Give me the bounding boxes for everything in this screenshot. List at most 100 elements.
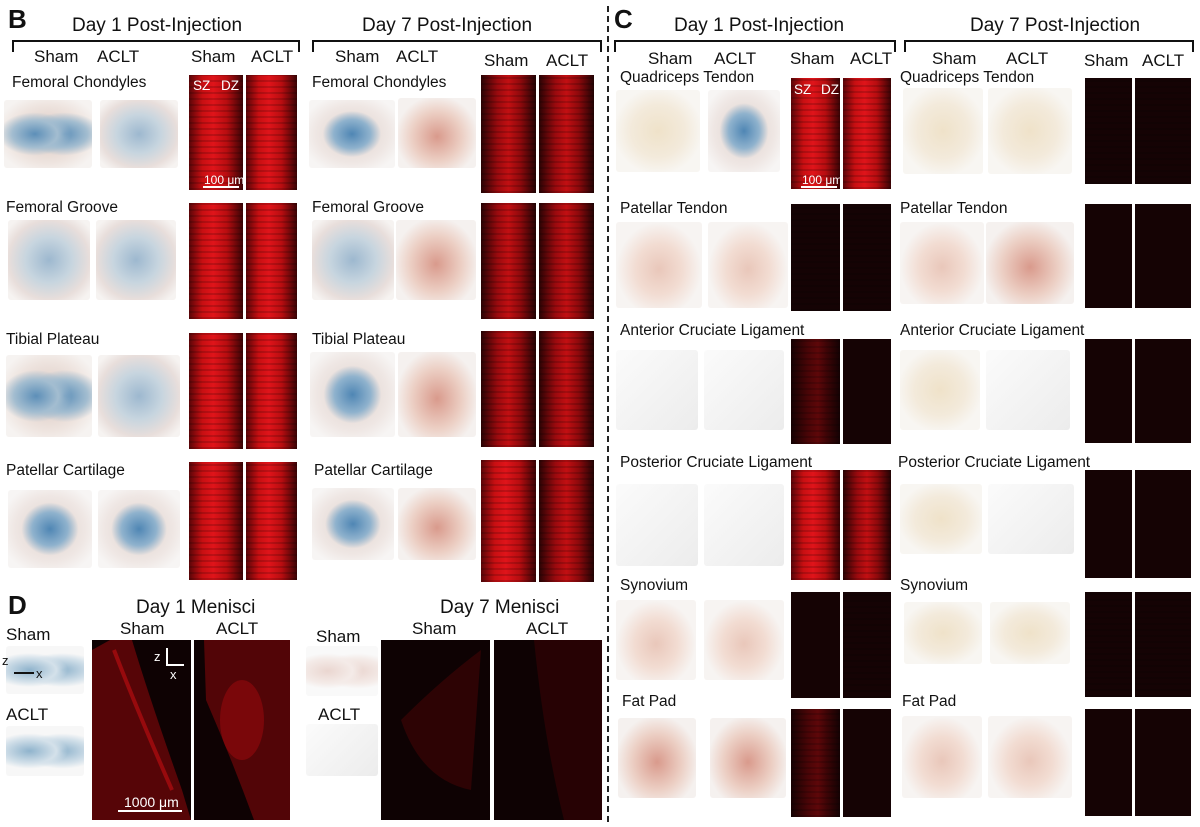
c-d1-aclt-photo — [704, 350, 784, 430]
c-day1-bracket — [614, 40, 896, 52]
d-d1-aclt-meniscus-shape — [204, 640, 290, 820]
c-d7-row-label: Quadriceps Tendon — [900, 69, 1035, 86]
d-axis-arrow-small — [14, 672, 34, 674]
panel-divider — [607, 6, 609, 822]
c-d1-sham-photo — [616, 222, 702, 308]
c-d7-aclt-fluor — [1135, 339, 1191, 443]
c-d1-aclt-fluor — [843, 204, 891, 311]
c-d1-sham-photo — [616, 484, 698, 566]
c-d7-aclt-photo — [986, 222, 1074, 304]
c-d7-aclt-fl-label: ACLT — [1142, 51, 1185, 70]
c-d7-sham-photo — [902, 716, 982, 798]
c-d7-row-label: Anterior Cruciate Ligament — [900, 322, 1085, 339]
d-d1-sham-meniscus — [92, 640, 191, 820]
c-d1-row-label: Fat Pad — [622, 693, 677, 710]
d-axis-x-small: x — [36, 666, 43, 681]
c-d1-sham-fl-label: Sham — [790, 49, 835, 68]
b-d7-sham-photo — [309, 100, 395, 168]
b-d1-sham-fl-label: Sham — [191, 47, 236, 66]
b-d7-sham-photo — [312, 488, 394, 560]
b-d7-row-label: Patellar Cartilage — [314, 462, 433, 479]
b-d1-sham-fluor — [189, 75, 243, 190]
b-scale-label: 100 μm — [204, 173, 245, 187]
c-d1-sham-fluor — [791, 592, 840, 698]
b-d7-aclt-fluor — [539, 331, 594, 447]
b-d7-aclt-label: ACLT — [396, 47, 439, 66]
b-d7-aclt-photo — [398, 98, 476, 168]
c-d7-sham-photo — [900, 484, 982, 554]
c-d7-aclt-fluor — [1135, 78, 1191, 184]
b-d1-aclt-fl-label: ACLT — [251, 47, 294, 66]
b-d1-row-label: Patellar Cartilage — [6, 462, 125, 479]
b-d1-aclt-photo — [98, 355, 180, 437]
d-day1-header: Day 1 Menisci — [136, 597, 256, 618]
b-d7-sham-photo — [312, 220, 394, 300]
c-d7-row-label: Patellar Tendon — [900, 200, 1008, 217]
c-d7-aclt-photo — [988, 484, 1074, 554]
b-d1-row-label: Tibial Plateau — [6, 331, 100, 348]
c-dz-label: DZ — [821, 82, 839, 97]
c-d1-aclt-fluor — [843, 78, 891, 189]
b-d7-row-label: Tibial Plateau — [312, 331, 406, 348]
d-scale-bar — [118, 810, 182, 812]
c-d1-sham-fluor — [791, 339, 840, 444]
c-day7-bracket — [904, 40, 1194, 52]
d-d7-sham-label: Sham — [316, 627, 361, 646]
c-d1-aclt-photo — [708, 90, 780, 172]
b-d1-row-label: Femoral Chondyles — [12, 74, 147, 91]
c-d1-aclt-photo — [708, 222, 788, 308]
b-d1-aclt-photo — [96, 220, 176, 300]
c-day7-header: Day 7 Post-Injection — [970, 15, 1141, 36]
c-d7-sham-fluor — [1085, 470, 1132, 578]
d-d1-aclt-photo — [6, 726, 84, 776]
b-d1-aclt-label: ACLT — [97, 47, 140, 66]
b-d1-aclt-photo — [100, 100, 178, 168]
c-d1-sham-label: Sham — [648, 49, 693, 68]
d-d7-sham-photo — [306, 646, 378, 696]
d-d7-aclt-label: ACLT — [318, 705, 361, 724]
c-d7-sham-fluor — [1085, 339, 1132, 443]
c-d1-aclt-fl-label: ACLT — [850, 49, 893, 68]
b-d1-aclt-fluor — [246, 203, 297, 319]
d-d1-aclt-meniscus — [194, 640, 290, 820]
c-d1-row-label: Quadriceps Tendon — [620, 69, 755, 86]
d-d7-aclt-meniscus-shape — [534, 640, 602, 820]
b-day1-bracket — [12, 40, 300, 52]
panel-letter-c: C — [614, 4, 633, 34]
d-d7-aclt-meniscus — [494, 640, 602, 820]
c-d1-sham-fluor — [791, 709, 840, 817]
c-d7-aclt-photo — [988, 716, 1072, 798]
d-d1-aclt-col-label: ACLT — [216, 619, 259, 638]
b-d1-sham-fluor — [189, 333, 243, 449]
d-d1-sham-photo — [6, 646, 84, 694]
c-d7-sham-photo — [904, 602, 982, 664]
b-d7-aclt-fluor — [539, 460, 594, 582]
b-d1-aclt-fluor — [246, 462, 297, 580]
d-axis-z-small: z — [2, 653, 9, 668]
b-day7-header: Day 7 Post-Injection — [362, 15, 533, 36]
b-d1-aclt-fluor — [246, 333, 297, 449]
c-d7-row-label: Synovium — [900, 577, 969, 594]
c-d1-row-label: Anterior Cruciate Ligament — [620, 322, 805, 339]
b-d1-sham-photo — [4, 100, 92, 168]
d-d7-aclt-col-label: ACLT — [526, 619, 569, 638]
c-d1-aclt-label: ACLT — [714, 49, 757, 68]
c-d7-sham-photo — [900, 222, 984, 304]
b-d1-sham-label: Sham — [34, 47, 79, 66]
d-d1-aclt-label: ACLT — [6, 705, 49, 724]
c-d1-row-label: Patellar Tendon — [620, 200, 728, 217]
b-d7-row-label: Femoral Chondyles — [312, 74, 447, 91]
c-scale-bar — [801, 186, 837, 188]
b-d1-aclt-photo — [98, 490, 180, 568]
c-sz-label: SZ — [794, 82, 812, 97]
c-d1-sham-fluor — [791, 204, 840, 311]
d-d1-sham-col-label: Sham — [120, 619, 165, 638]
b-d1-sham-photo — [8, 220, 90, 300]
c-d1-sham-photo — [616, 350, 698, 430]
c-d7-sham-photo — [900, 350, 980, 430]
d-axis-vertical — [166, 648, 168, 666]
b-day1-header: Day 1 Post-Injection — [72, 15, 243, 36]
c-d7-aclt-fluor — [1135, 204, 1191, 308]
b-d7-sham-fluor — [481, 460, 536, 582]
b-d1-sham-fluor — [189, 203, 243, 319]
